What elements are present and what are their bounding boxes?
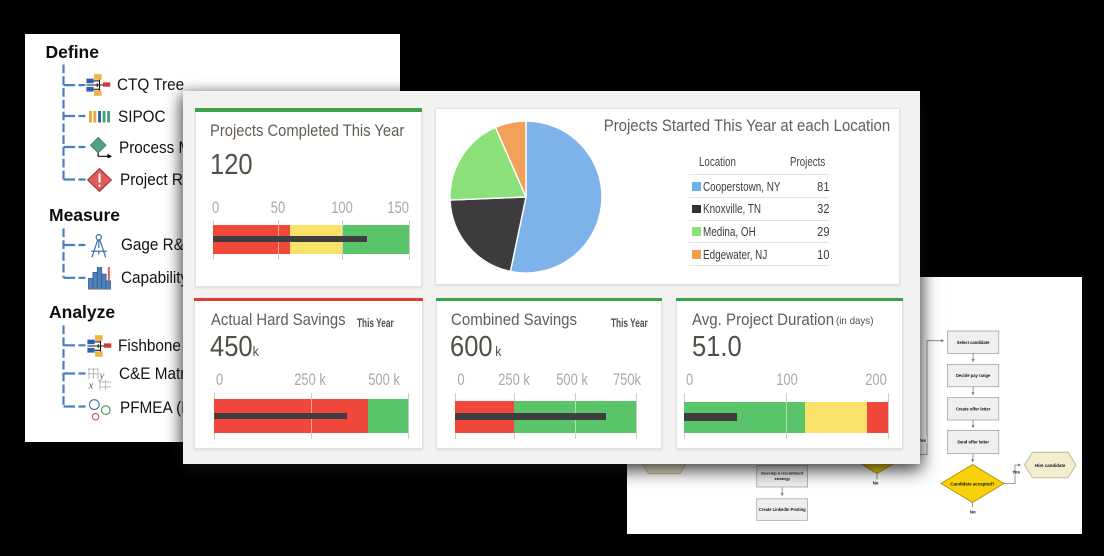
svg-text:x: x bbox=[88, 379, 94, 390]
svg-text:Create LinkedIn Posting: Create LinkedIn Posting bbox=[759, 507, 806, 512]
svg-text:Develop a recruitment: Develop a recruitment bbox=[761, 471, 804, 476]
svg-text:No: No bbox=[873, 480, 879, 485]
svg-text:Yes: Yes bbox=[918, 438, 926, 443]
svg-text:strategy: strategy bbox=[774, 476, 790, 481]
svg-text:y: y bbox=[98, 369, 104, 381]
svg-text:Select candidate: Select candidate bbox=[957, 340, 990, 345]
svg-text:Hire candidate: Hire candidate bbox=[1035, 463, 1066, 468]
svg-text:Create offer letter: Create offer letter bbox=[956, 406, 991, 411]
svg-text:Candidate accepted?: Candidate accepted? bbox=[950, 481, 994, 486]
svg-text:Yes: Yes bbox=[1012, 470, 1020, 475]
svg-text:Decide pay range: Decide pay range bbox=[956, 373, 991, 378]
svg-text:Send offer letter: Send offer letter bbox=[957, 440, 989, 445]
svg-text:No: No bbox=[970, 509, 976, 514]
